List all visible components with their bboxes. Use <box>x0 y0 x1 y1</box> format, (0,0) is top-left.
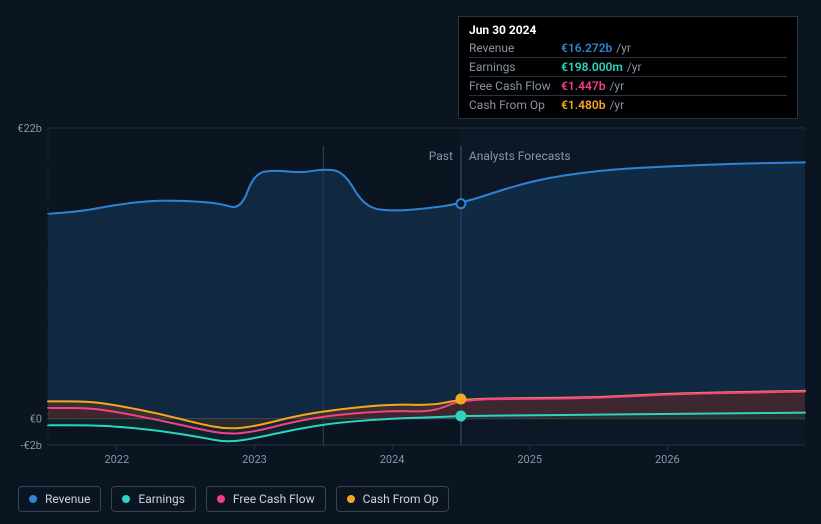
tooltip-row-value: €198.000m <box>561 60 623 74</box>
tooltip-row-value: €1.447b <box>561 79 605 93</box>
y-axis-tick: €22b <box>17 122 42 135</box>
tooltip-row-label: Revenue <box>469 41 561 55</box>
chart-tooltip: Jun 30 2024 Revenue€16.272b/yrEarnings€1… <box>458 16 798 119</box>
legend-dot-icon <box>217 495 225 503</box>
tooltip-row-unit: /yr <box>616 41 631 55</box>
legend-item-earnings[interactable]: Earnings <box>111 486 196 512</box>
legend-item-free_cash_flow[interactable]: Free Cash Flow <box>206 486 326 512</box>
legend-dot-icon <box>347 495 355 503</box>
y-axis-tick: €0 <box>30 413 42 426</box>
legend-item-label: Free Cash Flow <box>233 492 315 506</box>
tooltip-row-label: Cash From Op <box>469 98 561 112</box>
chart-legend: Revenue Earnings Free Cash Flow Cash From O… <box>18 486 449 512</box>
zone-label-past: Past <box>429 149 453 163</box>
cursor-marker-revenue <box>456 199 465 208</box>
tooltip-row-value: €16.272b <box>561 41 612 55</box>
cursor-marker-earnings <box>456 411 465 420</box>
x-axis-tick: 2023 <box>242 453 267 466</box>
tooltip-row-label: Earnings <box>469 60 561 74</box>
legend-item-label: Revenue <box>45 492 90 506</box>
y-axis-tick: -€2b <box>20 439 42 452</box>
tooltip-row-value: €1.480b <box>561 98 605 112</box>
tooltip-row-unit: /yr <box>627 60 642 74</box>
x-axis-tick: 2022 <box>104 453 129 466</box>
x-axis-tick: 2026 <box>655 453 680 466</box>
tooltip-row-label: Free Cash Flow <box>469 79 561 93</box>
legend-item-label: Earnings <box>138 492 185 506</box>
chart-root: €22b €0 -€2b Past Analysts Forecasts 2022 2023… <box>0 0 821 524</box>
legend-dot-icon <box>29 495 37 503</box>
legend-item-cash_from_op[interactable]: Cash From Op <box>336 486 450 512</box>
legend-item-label: Cash From Op <box>363 492 439 506</box>
legend-item-revenue[interactable]: Revenue <box>18 486 101 512</box>
tooltip-row: Earnings€198.000m/yr <box>469 58 787 77</box>
tooltip-row-unit: /yr <box>609 98 624 112</box>
zone-label-forecast: Analysts Forecasts <box>469 149 571 163</box>
tooltip-row: Cash From Op€1.480b/yr <box>469 96 787 114</box>
tooltip-row: Revenue€16.272b/yr <box>469 39 787 58</box>
tooltip-row: Free Cash Flow€1.447b/yr <box>469 77 787 96</box>
cursor-marker-cash_from_op <box>456 395 465 404</box>
tooltip-row-unit: /yr <box>609 79 624 93</box>
legend-dot-icon <box>122 495 130 503</box>
tooltip-date: Jun 30 2024 <box>469 23 787 37</box>
x-axis-tick: 2024 <box>380 453 405 466</box>
x-axis-tick: 2025 <box>517 453 542 466</box>
